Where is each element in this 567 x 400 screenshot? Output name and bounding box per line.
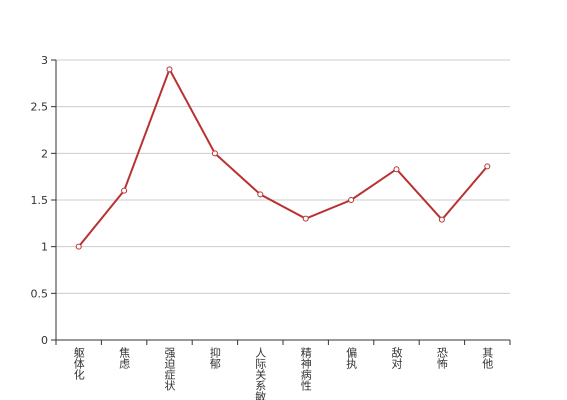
point [348, 197, 355, 203]
y-tick-label: 0.5 [31, 287, 49, 300]
point [211, 150, 218, 157]
y-tick-label: 1.5 [31, 194, 49, 207]
point [75, 243, 82, 250]
y-tick-label: 2.5 [31, 101, 49, 114]
point [302, 215, 309, 222]
x-tick-label: 恐怖 [435, 347, 448, 369]
point [166, 66, 173, 73]
y-tick-label: 3 [41, 54, 48, 67]
y-tick-label: 2 [41, 147, 48, 160]
x-tick-label: 精神病性 [299, 347, 312, 392]
line [77, 66, 489, 248]
point [393, 166, 400, 173]
point [257, 191, 264, 198]
x-tick-label: 其他 [481, 347, 494, 369]
point [484, 163, 491, 170]
point [438, 216, 445, 223]
x-tick-label: 偏执 [345, 346, 358, 370]
x-tick-label: 敌对 [390, 346, 403, 369]
x-tick-label: 躯体化 [72, 347, 85, 381]
y-tick-label: 0 [41, 334, 48, 347]
x-tick-label: 人际关系敏感 [254, 347, 267, 400]
x-tick-label: 抑郁 [208, 346, 221, 369]
x-tick-label: 焦虑 [118, 347, 131, 369]
point [121, 187, 128, 194]
y-tick-label: 1 [41, 241, 48, 254]
x-tick-label: 强迫症状 [163, 347, 176, 391]
